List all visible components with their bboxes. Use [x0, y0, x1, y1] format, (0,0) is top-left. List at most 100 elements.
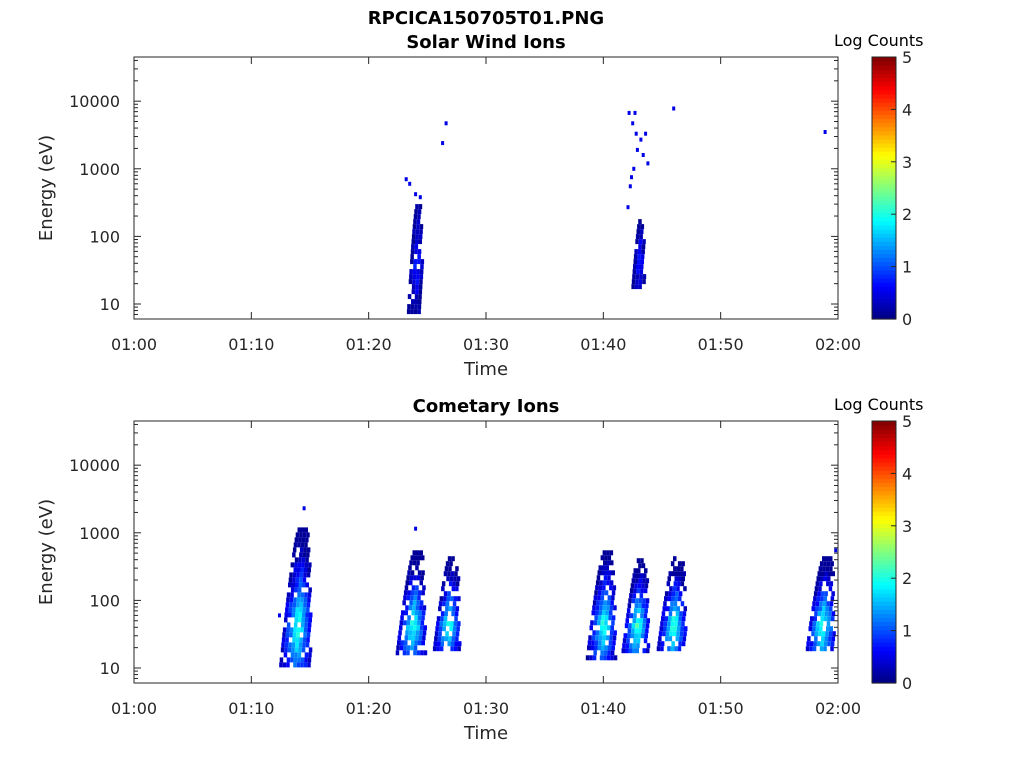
spectrogram-bin: [407, 590, 411, 596]
spectrogram-bin: [682, 571, 686, 577]
spectrogram-bin: [636, 588, 641, 594]
colorbar-segment: [872, 57, 896, 62]
spectrogram-bin: [419, 605, 423, 611]
spectrogram-bin: [410, 595, 414, 601]
colorbar-segment: [872, 167, 896, 173]
spectrogram-bin: [597, 645, 601, 651]
spectrogram-bin: [678, 616, 682, 622]
spectrogram-bin: [397, 640, 401, 646]
spectrogram-bin: [445, 606, 449, 612]
colorbar-segment: [872, 314, 896, 320]
colorbar-segment: [872, 183, 896, 189]
spectrogram-bin: [596, 575, 601, 581]
spectrogram-bin: [302, 582, 306, 588]
spectrogram-bin: [438, 626, 443, 632]
spectrogram-bin: [292, 637, 296, 643]
spectrogram-bin: [814, 586, 819, 592]
spectrogram-bin: [456, 626, 460, 632]
colorbar-segment: [872, 482, 896, 488]
spectrogram-bin: [824, 611, 829, 617]
spectrogram-bin: [420, 259, 425, 265]
spectrogram-bin: [284, 642, 289, 648]
spectrogram-bin: [633, 608, 638, 614]
data-point: [397, 635, 401, 640]
spectrogram-bin: [666, 626, 670, 632]
spectrogram-bin: [407, 615, 411, 621]
spectrogram-bin: [677, 561, 682, 567]
spectrogram-bin: [829, 601, 834, 607]
colorbar-segment: [872, 151, 896, 156]
spectrogram-bin: [640, 608, 645, 614]
colorbar-segment: [872, 253, 896, 259]
spectrogram-bin: [668, 591, 672, 597]
x-tick-label: 01:30: [463, 699, 509, 718]
spectrogram-bin: [450, 646, 454, 652]
spectrogram-bin: [452, 581, 456, 587]
spectrogram-bin: [417, 249, 422, 255]
spectrogram-bin: [451, 611, 455, 617]
spectrogram-bin: [438, 631, 442, 637]
spectrogram-bin: [280, 647, 285, 653]
spectrogram-bin: [422, 635, 426, 641]
spectrogram-bin: [414, 555, 418, 561]
spectrogram-bin: [281, 637, 286, 643]
spectrogram-bin: [304, 652, 309, 658]
colorbar-segment: [872, 511, 896, 516]
colorbar-segment: [872, 674, 896, 680]
spectrogram-bin: [593, 650, 597, 656]
spectrogram-bin: [594, 590, 598, 596]
spectrogram-bin: [682, 616, 686, 622]
spectrogram-bin: [676, 631, 680, 637]
spectrogram-bin: [664, 591, 669, 597]
colorbar-segment: [872, 138, 896, 144]
spectrogram-bin: [638, 563, 642, 569]
spectrogram-bin: [289, 627, 294, 633]
spectrogram-bin: [600, 650, 604, 656]
spectrogram-bin: [409, 274, 413, 280]
spectrogram-bin: [419, 274, 424, 280]
spectrogram-bin: [643, 613, 648, 619]
spectrogram-bin: [636, 573, 640, 579]
spectrogram-bin: [452, 631, 456, 637]
spectrogram-bin: [300, 592, 305, 598]
spectrogram-bin: [289, 572, 293, 578]
spectrogram-bin: [291, 582, 295, 588]
spectrogram-bin: [420, 620, 425, 626]
spectrogram-bin: [292, 607, 296, 613]
colorbar-tick-label: 2: [902, 205, 912, 224]
colorbar-segment: [872, 302, 896, 308]
spectrogram-bin: [455, 586, 459, 592]
spectrogram-bin: [439, 646, 444, 652]
spectrogram-bin: [816, 641, 821, 647]
spectrogram-bin: [448, 566, 452, 572]
spectrogram-bin: [633, 264, 637, 270]
spectrogram-bin: [610, 655, 614, 661]
spectrogram-bin: [593, 595, 598, 601]
spectrogram-bin: [402, 600, 406, 606]
spectrogram-bin: [641, 628, 646, 634]
spectrogram-bin: [675, 591, 679, 597]
spectrogram-bin: [444, 611, 448, 617]
spectrogram-bin: [435, 626, 439, 632]
colorbar-segment: [872, 461, 896, 467]
spectrogram-bin: [414, 294, 419, 300]
spectrogram-bin: [307, 597, 311, 603]
spectrogram-bin: [611, 590, 616, 596]
spectrogram-bin: [448, 581, 453, 587]
y-tick-label: 10: [100, 659, 120, 678]
spectrogram-bin: [635, 274, 640, 280]
spectrogram-bin: [421, 640, 425, 646]
spectrogram-bin: [830, 641, 835, 647]
spectrogram-bin: [281, 642, 285, 648]
spectrogram-bin: [638, 219, 642, 225]
spectrogram-bin: [828, 636, 832, 642]
spectrogram-bin: [679, 631, 684, 637]
spectrogram-bin: [422, 610, 426, 616]
spectrogram-bin: [306, 572, 311, 578]
spectrogram-bin: [307, 567, 311, 573]
spectrogram-bin: [298, 582, 302, 588]
spectrogram-bin: [284, 617, 288, 623]
spectrogram-bin: [830, 561, 834, 567]
spectrogram-bin: [417, 620, 421, 626]
spectrogram-bin: [401, 610, 405, 616]
